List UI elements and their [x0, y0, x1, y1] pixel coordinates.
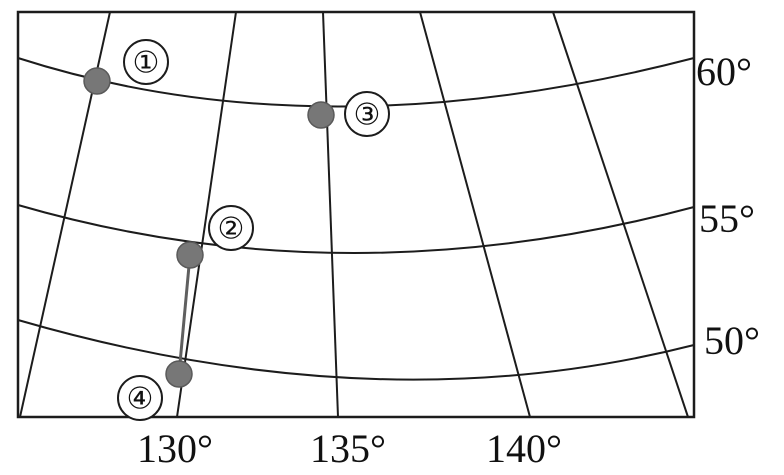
meridian-140 — [419, 11, 531, 418]
meridian-135 — [322, 11, 339, 418]
parallel-55 — [17, 204, 695, 254]
point-1-marker — [83, 67, 111, 95]
lon-label-130: 130° — [137, 426, 213, 471]
route-line — [177, 254, 192, 375]
lat-label-60: 60° — [696, 49, 752, 94]
point-3-label: ③ — [344, 91, 390, 137]
svg-text:①: ① — [133, 46, 160, 81]
svg-text:②: ② — [218, 212, 245, 247]
lat-label-50: 50° — [704, 318, 760, 363]
svg-text:④: ④ — [127, 382, 154, 417]
parallel-50 — [17, 319, 695, 381]
point-4-marker — [165, 360, 193, 388]
meridian-130 — [176, 11, 237, 418]
point-4-label: ④ — [117, 375, 163, 421]
map-frame — [16, 10, 696, 419]
point-2-marker — [176, 241, 204, 269]
lon-label-135: 135° — [310, 426, 386, 471]
point-2-label: ② — [208, 205, 254, 251]
meridian-145 — [552, 11, 689, 418]
svg-text:③: ③ — [354, 98, 381, 133]
point-1-label: ① — [123, 39, 169, 85]
point-3-marker — [307, 101, 335, 129]
lat-label-55: 55° — [699, 196, 755, 241]
lon-label-140: 140° — [486, 426, 562, 471]
